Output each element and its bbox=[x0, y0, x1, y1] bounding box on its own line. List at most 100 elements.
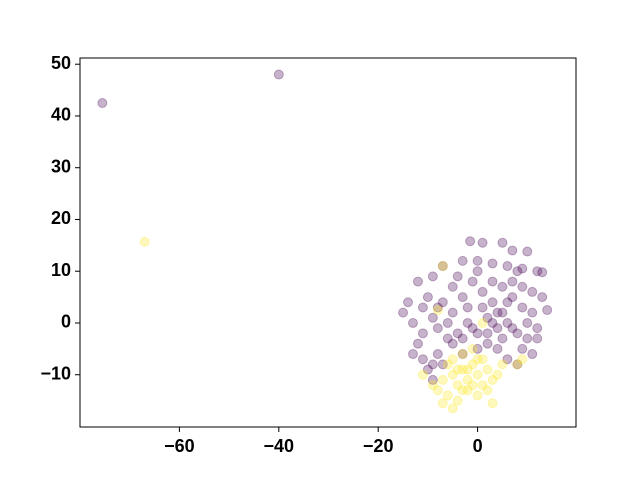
point bbox=[447, 354, 458, 365]
point bbox=[517, 302, 528, 313]
point bbox=[507, 245, 518, 256]
point bbox=[527, 307, 538, 318]
x-tick-label: −60 bbox=[164, 436, 195, 456]
x-tick-label: −40 bbox=[264, 436, 295, 456]
y-tick-label: −10 bbox=[40, 363, 71, 383]
point bbox=[97, 98, 108, 109]
point bbox=[542, 305, 553, 316]
y-tick-label: 30 bbox=[51, 156, 71, 176]
point bbox=[512, 328, 523, 339]
point bbox=[517, 354, 528, 365]
point bbox=[417, 369, 428, 380]
point bbox=[532, 323, 543, 334]
point bbox=[447, 281, 458, 292]
point bbox=[437, 261, 448, 272]
point bbox=[502, 317, 513, 328]
point bbox=[403, 297, 414, 308]
point bbox=[537, 292, 548, 303]
x-tick-label: −20 bbox=[363, 436, 394, 456]
point bbox=[497, 333, 508, 344]
y-tick-label: 20 bbox=[51, 208, 71, 228]
point bbox=[437, 398, 448, 409]
point bbox=[492, 307, 503, 318]
point bbox=[467, 380, 478, 391]
point bbox=[462, 364, 473, 375]
point bbox=[522, 317, 533, 328]
point bbox=[432, 305, 443, 316]
point bbox=[442, 333, 453, 344]
point bbox=[487, 297, 498, 308]
point bbox=[417, 302, 428, 313]
point bbox=[502, 261, 513, 272]
point bbox=[457, 349, 468, 360]
point bbox=[497, 359, 508, 370]
point bbox=[507, 276, 518, 287]
point bbox=[497, 307, 508, 318]
point bbox=[462, 385, 473, 396]
point bbox=[457, 292, 468, 303]
point bbox=[502, 297, 513, 308]
point bbox=[502, 354, 513, 365]
point bbox=[457, 364, 468, 375]
point bbox=[417, 354, 428, 365]
point bbox=[522, 333, 533, 344]
point bbox=[452, 364, 463, 375]
point bbox=[452, 271, 463, 282]
y-tick-label: 40 bbox=[51, 105, 71, 125]
point bbox=[437, 297, 448, 308]
point bbox=[482, 312, 493, 323]
point bbox=[432, 323, 443, 334]
point bbox=[427, 271, 438, 282]
point bbox=[477, 354, 488, 365]
point bbox=[452, 380, 463, 391]
point bbox=[512, 359, 523, 370]
point bbox=[477, 317, 488, 328]
point bbox=[437, 359, 448, 370]
point bbox=[447, 369, 458, 380]
point bbox=[432, 349, 443, 360]
point bbox=[407, 349, 418, 360]
point bbox=[532, 266, 543, 277]
point bbox=[517, 281, 528, 292]
point bbox=[482, 338, 493, 349]
x-tick-label: 0 bbox=[473, 436, 483, 456]
point bbox=[477, 380, 488, 391]
point bbox=[527, 349, 538, 360]
point bbox=[437, 261, 448, 272]
point bbox=[407, 317, 418, 328]
point bbox=[492, 343, 503, 354]
point bbox=[537, 267, 548, 278]
point bbox=[467, 323, 478, 334]
point bbox=[457, 385, 468, 396]
point bbox=[427, 374, 438, 385]
point bbox=[432, 385, 443, 396]
point bbox=[497, 281, 508, 292]
point bbox=[417, 328, 428, 339]
point bbox=[507, 292, 518, 303]
point bbox=[427, 359, 438, 370]
plot-frame bbox=[79, 57, 577, 428]
point bbox=[447, 403, 458, 414]
point bbox=[472, 343, 483, 354]
point bbox=[422, 364, 433, 375]
point bbox=[447, 338, 458, 349]
point bbox=[447, 307, 458, 318]
point bbox=[477, 237, 488, 248]
point bbox=[139, 236, 150, 247]
point bbox=[437, 374, 448, 385]
point bbox=[482, 328, 493, 339]
point bbox=[472, 369, 483, 380]
point bbox=[512, 266, 523, 277]
point bbox=[482, 364, 493, 375]
point bbox=[422, 292, 433, 303]
point bbox=[477, 286, 488, 297]
point bbox=[442, 390, 453, 401]
point bbox=[487, 258, 498, 269]
y-tick-label: 50 bbox=[51, 53, 71, 73]
point bbox=[492, 323, 503, 334]
point bbox=[273, 69, 284, 80]
point bbox=[457, 255, 468, 266]
point bbox=[477, 302, 488, 313]
point bbox=[427, 312, 438, 323]
point bbox=[427, 380, 438, 391]
